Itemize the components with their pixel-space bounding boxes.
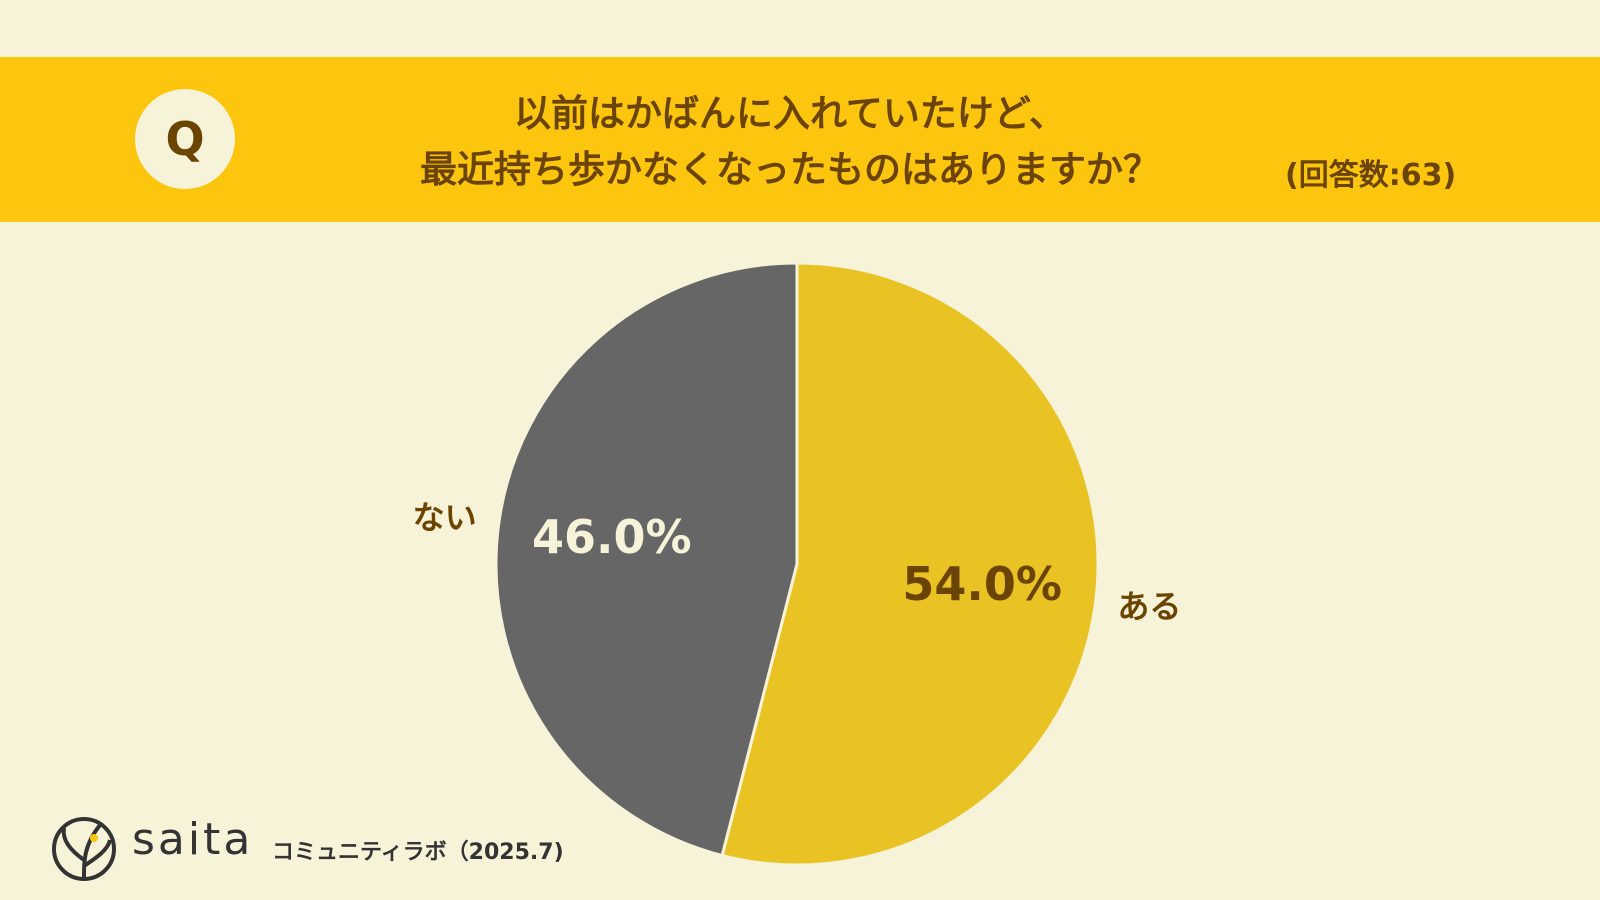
header-band <box>0 57 1600 222</box>
value-label: 54.0% <box>902 557 1062 611</box>
brand: saita <box>132 814 254 865</box>
pie-slice <box>494 261 799 858</box>
caption: コミュニティラボ（2025.7) <box>272 840 564 865</box>
value-label: 46.0% <box>532 510 692 564</box>
pie-slice <box>720 261 1100 867</box>
chart-title: 以前はかばんに入れていたけど、 最近持ち歩かなくなったものはありますか？ <box>420 92 1160 191</box>
category-label: ない <box>413 498 477 536</box>
logo <box>52 817 116 881</box>
chart-subtitle: (回答数:63) <box>1285 158 1457 193</box>
category-label: ある <box>1117 588 1181 626</box>
q-badge: Q <box>135 89 235 189</box>
